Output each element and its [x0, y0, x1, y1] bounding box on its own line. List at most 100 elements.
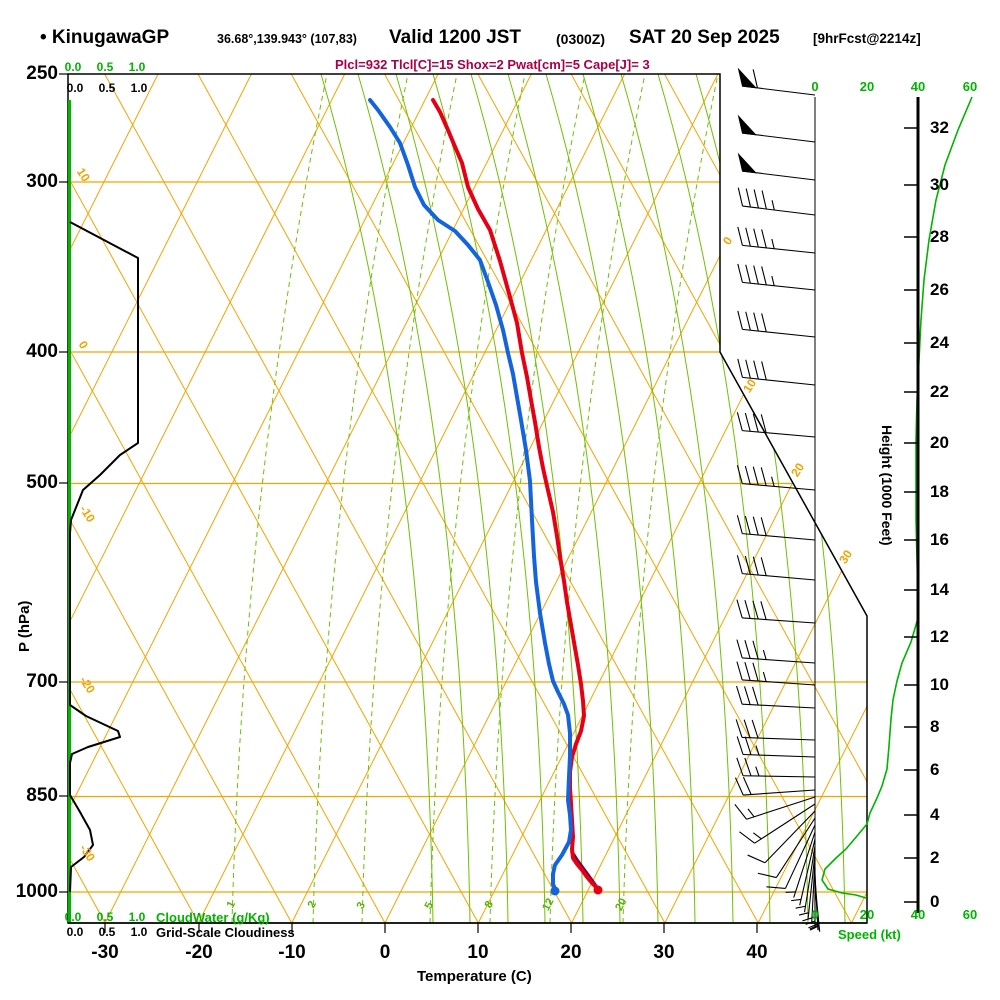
wind-barb-feather	[745, 359, 751, 379]
height-tick-label: 12	[930, 627, 949, 646]
moist-adiabat-line	[732, 74, 846, 923]
wind-barb-staff	[742, 703, 816, 709]
sounding-parameters: Plcl=932 Tlcl[C]=15 Shox=2 Pwat[cm]=5 Ca…	[335, 57, 650, 72]
wind-barb-feather	[752, 69, 758, 89]
wind-barb-feather	[736, 465, 743, 484]
wind-barb-feather	[744, 465, 751, 485]
wind-barbs	[734, 67, 821, 932]
wind-barb-halffeather	[771, 275, 775, 286]
mixing-ratio-label: 2	[306, 899, 319, 910]
isotherm-line	[664, 74, 867, 923]
mixing-ratio-label: 8	[483, 899, 496, 910]
wind-barb-feather	[736, 639, 743, 659]
valid-time-z: (0300Z)	[556, 31, 606, 47]
cloudwater-scale-top: 0.5	[96, 60, 114, 74]
wind-barb-staff	[742, 281, 816, 291]
mixing-ratio-line	[489, 74, 586, 923]
cloudiness-scale-bottom: 1.0	[130, 925, 148, 939]
dry-adiabat-line	[197, 74, 666, 923]
pressure-axis-title: P (hPa)	[16, 600, 33, 652]
wind-barb-pennant	[737, 152, 757, 174]
moist-adiabat-line	[507, 74, 621, 923]
wind-barb-halffeather	[771, 238, 775, 249]
moist-adiabat-line	[320, 74, 434, 923]
wind-barb-feather	[760, 517, 767, 536]
wind-barb-feather	[744, 640, 751, 659]
dry-adiabat-line	[68, 74, 479, 923]
cloudiness-scale-bottom: 0.0	[66, 925, 84, 939]
mixing-ratio-line	[231, 74, 328, 923]
mixing-ratio-line	[361, 74, 458, 923]
wind-barb-feather	[735, 719, 743, 738]
isotherm-label: 30	[836, 547, 855, 566]
wind-barb-feather	[753, 189, 759, 209]
wind-barb-feather	[751, 719, 759, 739]
wind-barb-staff	[742, 533, 816, 541]
mixing-ratio-label: 1	[225, 899, 238, 910]
dewpoint-curve	[368, 98, 573, 891]
isotherm-label: 0	[720, 234, 736, 247]
temperature-curve	[431, 98, 600, 891]
moist-adiabat-line	[470, 74, 584, 923]
moist-adiabat-line	[357, 74, 471, 923]
wind-barb-staff	[803, 845, 816, 913]
wind-barb-staff	[793, 831, 816, 898]
station-title: • KinugawaGP	[40, 27, 170, 48]
wind-barb-feather	[736, 661, 743, 681]
mixing-ratio-line	[622, 74, 719, 923]
wind-barb-feather	[761, 266, 767, 286]
mixing-ratio-line	[312, 74, 409, 923]
speed-tick-label-top: 0	[811, 79, 819, 94]
wind-barb-feather	[736, 412, 743, 431]
wind-barb-halffeather	[808, 923, 818, 929]
speed-tick-label-bottom: 20	[859, 907, 875, 922]
height-axis-title: Height (1000 Feet)	[879, 425, 895, 546]
wind-barb-feather	[753, 228, 759, 248]
wind-barb-staff	[742, 205, 816, 216]
wind-barb-feather	[744, 555, 751, 575]
height-tick-label: 24	[930, 333, 949, 352]
wind-barb-feather	[760, 557, 767, 576]
wind-barb-staff	[784, 824, 816, 889]
wind-barb-staff	[742, 657, 816, 664]
wind-barb-feather	[744, 662, 751, 681]
wind-barb-halffeather	[798, 912, 809, 916]
wind-barb-feather	[745, 188, 752, 208]
cloudiness-scale-top: 0.0	[66, 81, 84, 95]
wind-barb-feather	[744, 412, 751, 432]
wind-barb-staff	[742, 617, 816, 624]
moist-adiabat-line	[432, 74, 546, 923]
wind-barb-feather	[745, 264, 751, 284]
wind-barb-feather	[752, 640, 759, 660]
height-tick-label: 18	[930, 482, 949, 501]
temperature-tick-label: 0	[379, 942, 391, 963]
wind-barb-feather	[737, 263, 743, 283]
isotherm-line	[68, 74, 346, 923]
dry-adiabat-line	[68, 74, 293, 923]
speed-tick-label-bottom: 60	[962, 907, 978, 922]
wind-barb-feather	[736, 599, 743, 619]
speed-tick-label-top: 40	[910, 79, 926, 94]
wind-barb-staff	[743, 753, 816, 758]
cloudiness-profile	[69, 221, 139, 893]
wind-barb-halffeather	[747, 808, 755, 818]
height-tick-label: 8	[930, 717, 940, 736]
dry-adiabat-line	[290, 74, 759, 923]
isotherm-line	[571, 74, 867, 923]
wind-barb-staff	[764, 810, 816, 864]
cloudwater-scale-bottom: 0.5	[96, 910, 114, 924]
isotherm-line	[291, 74, 719, 923]
surface-temperature-dot	[593, 885, 603, 895]
wind-barb-halffeather	[753, 832, 762, 840]
wind-barb-feather	[761, 313, 767, 333]
wind-barb-feather	[761, 190, 767, 210]
temperature-tick-label: 30	[653, 942, 675, 963]
height-tick-label: 0	[930, 892, 940, 911]
height-tick-label: 28	[930, 227, 949, 246]
wind-barb-staff	[742, 430, 816, 438]
pressure-tick-label: 300	[26, 171, 58, 192]
dry-adiabat-label: 0	[76, 338, 92, 351]
cloudiness-scale-top: 1.0	[130, 81, 148, 95]
valid-date: SAT 20 Sep 2025	[629, 27, 780, 48]
